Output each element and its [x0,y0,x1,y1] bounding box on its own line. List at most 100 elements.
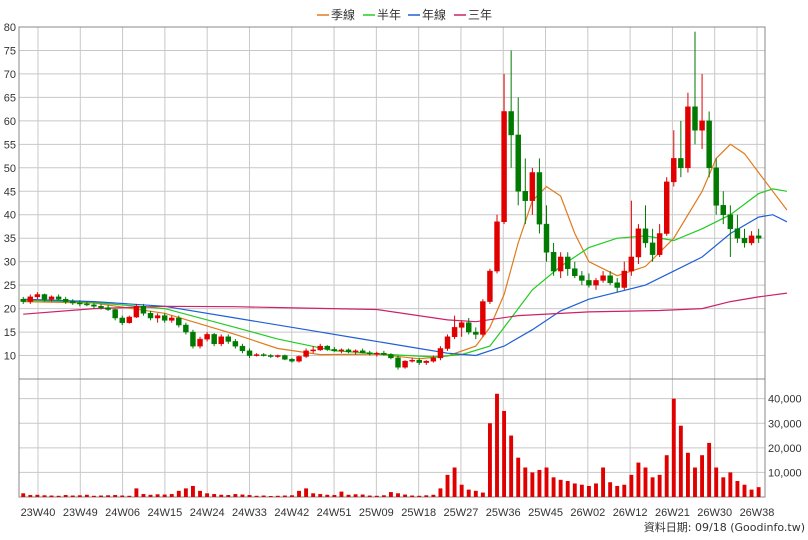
price-panel-frame [18,26,766,380]
candle-body [451,327,458,338]
x-tick-label: 26W21 [655,507,690,519]
volume-tick-label: 30,000 [768,418,802,430]
volume-bar [742,484,747,497]
volume-bar [339,491,344,497]
volume-bar [601,467,606,497]
price-tick-label: 35 [4,233,16,245]
volume-bar [297,490,301,497]
volume-bar [678,425,683,497]
volume-gridlines [19,398,765,473]
legend-label-ma-year: 年線 [422,7,446,22]
candle-body [720,205,727,215]
candle-body [607,275,613,284]
volume-bar [240,494,245,497]
candle-body [345,349,352,353]
candle-body [303,350,309,357]
volume-bar [480,492,485,497]
x-tick-label: 25W36 [486,507,521,519]
candle-body [713,167,719,206]
candle-body [126,316,133,323]
ma-line-year [23,214,788,357]
candle-body [27,296,34,302]
candle-body [671,158,677,183]
candle-body [628,256,635,272]
candle-body [536,172,543,225]
candle-body [621,270,628,288]
candle-body [324,345,331,350]
volume-bar [183,488,188,497]
volume-bar [311,493,316,497]
volume-bar [346,494,351,497]
candle-body [105,307,111,310]
volume-bar [367,495,372,497]
price-tick-label: 25 [4,280,16,292]
candle-body [310,349,316,352]
volume-bar [735,481,740,497]
candle-body [508,111,514,136]
volume-bar [148,494,153,497]
candlesticks [20,31,762,370]
volume-bar [127,495,132,497]
candle-body [374,352,380,355]
candle-body [395,357,401,368]
x-tick-label: 25W09 [359,507,394,519]
volume-bar [162,494,167,497]
price-tick-label: 40 [4,210,16,222]
candle-body [359,350,366,353]
candle-body [430,357,437,362]
volume-bar [360,494,365,497]
volume-bar [176,490,181,497]
volume-bar [191,485,195,497]
volume-bar [664,455,669,497]
candle-body [154,315,161,319]
candle-body [494,221,500,272]
volume-bar [537,469,542,497]
volume-bar [35,494,40,497]
volume-bar [579,484,584,497]
volume-bar [756,487,761,497]
candle-body [98,306,104,308]
candle-body [543,223,550,253]
volume-bar [198,490,202,497]
candle-body [579,275,585,281]
candle-body [275,355,281,357]
volume-bar [608,482,613,497]
volume-bar [629,474,634,497]
price-tick-label: 55 [4,139,16,151]
volume-bar [332,495,337,497]
volume-bar [268,496,273,497]
candle-body [402,360,408,368]
volume-bar [63,495,68,497]
x-tick-label: 23W49 [63,507,98,519]
volume-bar [169,494,174,497]
volume-axis-labels: 10,000 20,000 30,000 40,000 [768,394,802,480]
volume-bar [403,494,408,497]
candle-body [268,355,274,357]
candle-body [635,228,642,258]
candle-body [70,301,76,304]
candle-body [260,354,267,356]
volume-bar [396,493,400,497]
candle-body [649,242,656,255]
volume-bar [219,494,224,497]
volume-bar [388,492,393,497]
volume-bar [261,495,266,497]
candle-body [487,270,493,302]
legend-label-ma-quarter: 季線 [331,7,355,22]
x-tick-label: 24W51 [317,507,352,519]
candle-body [367,352,373,354]
volume-bar [636,462,641,497]
candle-body [147,313,154,319]
candle-body [437,348,444,359]
candle-body [211,334,217,345]
candle-body [706,120,712,169]
volume-tick-label: 40,000 [768,394,802,406]
volume-bar [714,467,719,497]
volume-bar [289,495,294,497]
volume-bar [77,495,82,497]
x-tick-label: 24W24 [190,507,225,519]
price-tick-label: 15 [4,327,16,339]
volume-bar [650,477,655,497]
volume-bar [586,485,591,497]
